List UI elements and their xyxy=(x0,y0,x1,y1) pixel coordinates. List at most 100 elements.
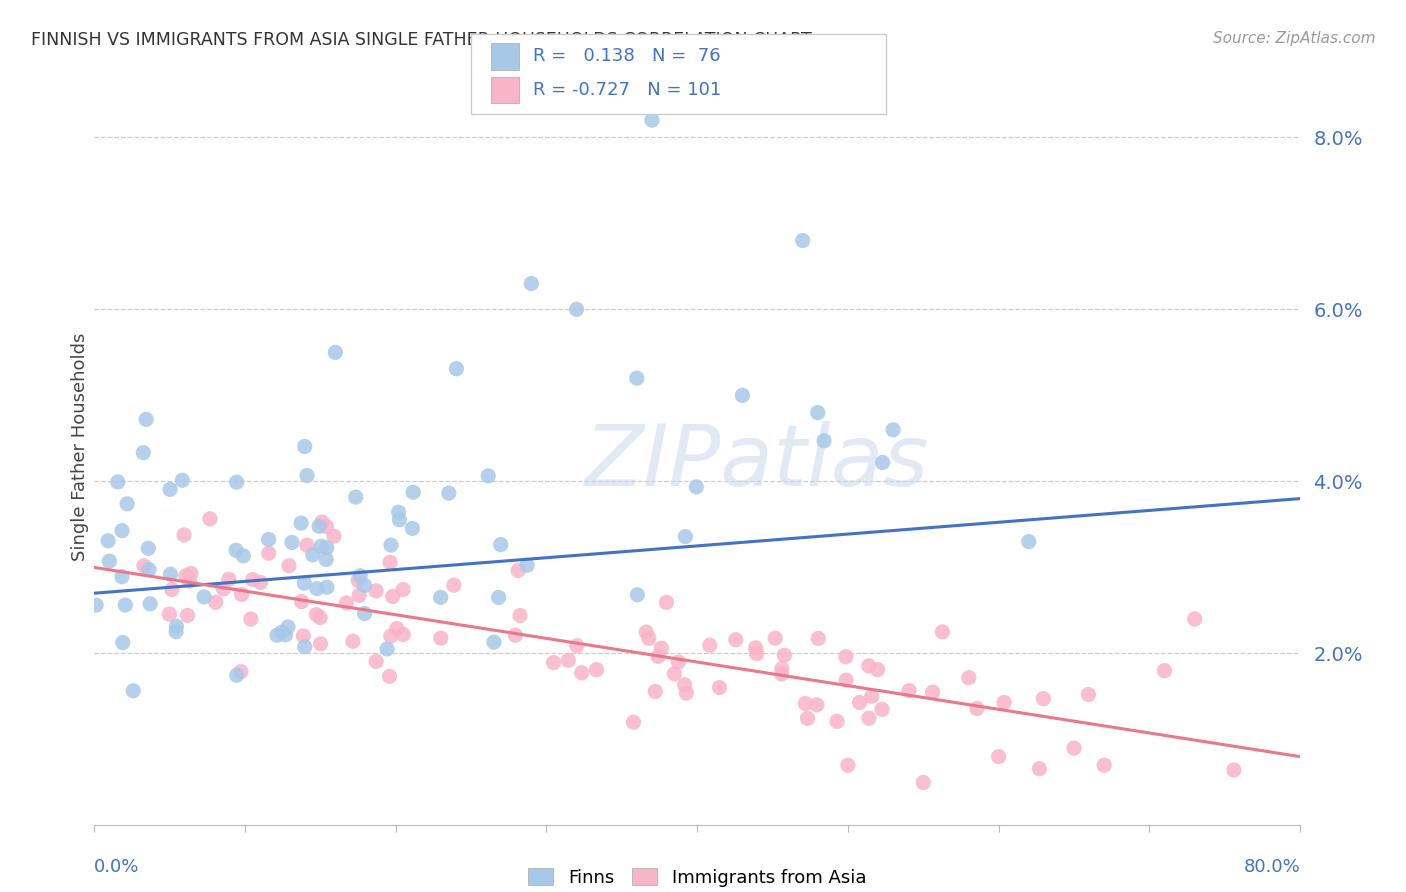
Point xyxy=(84,598,107,612)
Point xyxy=(375,641,398,656)
Point xyxy=(770,667,793,681)
Point xyxy=(655,595,678,609)
Point xyxy=(225,475,247,489)
Point xyxy=(807,632,830,646)
Point xyxy=(292,629,315,643)
Point xyxy=(308,519,330,533)
Point xyxy=(174,568,197,582)
Point xyxy=(295,468,318,483)
Point xyxy=(165,619,187,633)
Point xyxy=(388,513,411,527)
Point xyxy=(957,671,980,685)
Point xyxy=(966,701,988,715)
Point xyxy=(139,597,162,611)
Point xyxy=(198,512,221,526)
Point xyxy=(347,588,370,602)
Point xyxy=(835,649,858,664)
Point xyxy=(309,637,332,651)
Point xyxy=(1153,664,1175,678)
Point xyxy=(709,681,731,695)
Legend: Finns, Immigrants from Asia: Finns, Immigrants from Asia xyxy=(523,863,872,892)
Point xyxy=(860,690,883,704)
Point xyxy=(294,640,316,654)
Point xyxy=(115,497,138,511)
Point xyxy=(1018,534,1040,549)
Point xyxy=(157,607,180,621)
Point xyxy=(132,558,155,573)
Point xyxy=(315,519,337,533)
Point xyxy=(650,641,672,656)
Point xyxy=(97,533,120,548)
Point xyxy=(921,685,943,699)
Text: ZIPatlas: ZIPatlas xyxy=(585,421,929,504)
Point xyxy=(132,445,155,459)
Point xyxy=(644,684,666,698)
Point xyxy=(301,548,323,562)
Point xyxy=(1184,612,1206,626)
Point xyxy=(325,345,347,359)
Point xyxy=(675,686,697,700)
Point xyxy=(179,574,201,588)
Point xyxy=(270,625,292,640)
Point xyxy=(342,634,364,648)
Point xyxy=(402,485,425,500)
Point xyxy=(138,563,160,577)
Point xyxy=(225,543,247,558)
Point xyxy=(744,640,766,655)
Point xyxy=(626,371,648,385)
Point xyxy=(636,625,658,640)
Point xyxy=(212,582,235,596)
Point xyxy=(111,569,134,583)
Point xyxy=(401,521,423,535)
Point xyxy=(626,588,648,602)
Point xyxy=(429,591,451,605)
Point xyxy=(160,582,183,597)
Point xyxy=(349,568,371,582)
Point xyxy=(825,714,848,729)
Point xyxy=(353,578,375,592)
Text: 0.0%: 0.0% xyxy=(94,858,139,876)
Point xyxy=(387,505,409,519)
Point xyxy=(770,662,793,676)
Point xyxy=(763,632,786,646)
Point xyxy=(813,434,835,448)
Point xyxy=(872,455,894,469)
Point xyxy=(392,627,415,641)
Point xyxy=(724,632,747,647)
Point xyxy=(294,440,316,454)
Point xyxy=(159,567,181,582)
Point xyxy=(122,683,145,698)
Point xyxy=(193,590,215,604)
Point xyxy=(281,535,304,549)
Y-axis label: Single Father Households: Single Father Households xyxy=(72,333,89,561)
Point xyxy=(392,582,415,597)
Point xyxy=(344,490,367,504)
Point xyxy=(835,673,858,687)
Point xyxy=(107,475,129,489)
Point xyxy=(882,423,904,437)
Point xyxy=(898,683,921,698)
Point xyxy=(641,113,664,128)
Point xyxy=(509,608,531,623)
Point xyxy=(381,590,404,604)
Point xyxy=(305,582,328,596)
Point xyxy=(305,607,328,622)
Point xyxy=(315,552,337,566)
Point xyxy=(249,575,271,590)
Point xyxy=(353,607,375,621)
Point xyxy=(437,486,460,500)
Point xyxy=(796,711,818,725)
Point xyxy=(623,715,645,730)
Point xyxy=(429,631,451,645)
Point xyxy=(242,573,264,587)
Point xyxy=(111,524,134,538)
Point xyxy=(225,668,247,682)
Point xyxy=(477,468,499,483)
Point xyxy=(1077,688,1099,702)
Point xyxy=(571,665,593,680)
Point xyxy=(585,663,607,677)
Point xyxy=(993,695,1015,709)
Point xyxy=(1063,741,1085,756)
Point xyxy=(278,558,301,573)
Point xyxy=(557,653,579,667)
